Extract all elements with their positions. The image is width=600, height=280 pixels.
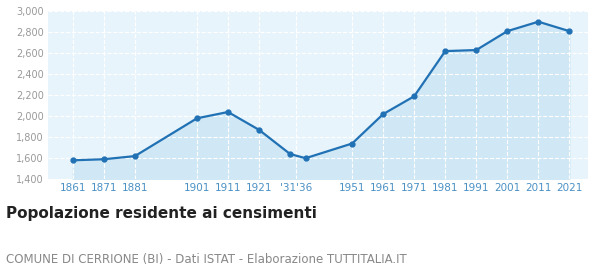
Text: Popolazione residente ai censimenti: Popolazione residente ai censimenti — [6, 206, 317, 221]
Text: COMUNE DI CERRIONE (BI) - Dati ISTAT - Elaborazione TUTTITALIA.IT: COMUNE DI CERRIONE (BI) - Dati ISTAT - E… — [6, 253, 407, 266]
